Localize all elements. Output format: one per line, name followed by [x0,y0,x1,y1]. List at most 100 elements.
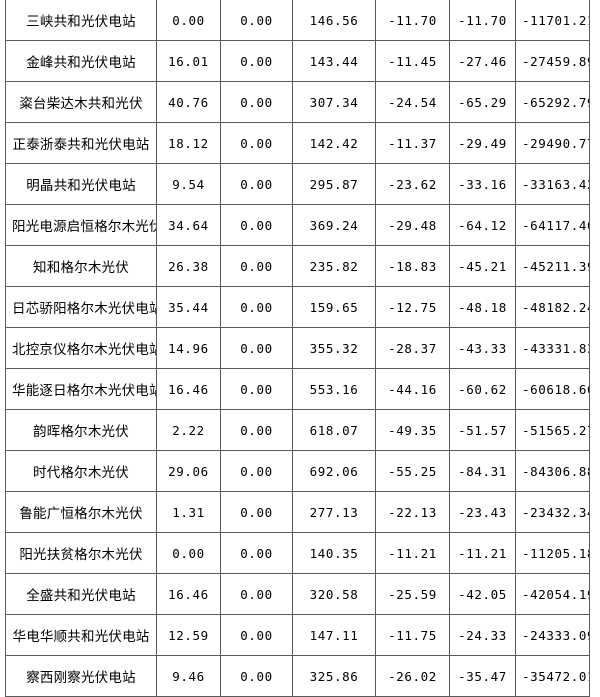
cell-value_3[interactable]: 159.65 [292,286,376,328]
cell-value_4[interactable]: -29.48 [375,204,450,246]
cell-value_6[interactable]: -11701.21 [515,0,590,41]
cell-value_6[interactable]: -23432.34 [515,491,590,533]
cell-value_2[interactable]: 0.00 [220,491,293,533]
cell-value_6[interactable]: -84306.88 [515,450,590,492]
cell-value_4[interactable]: -23.62 [375,163,450,205]
cell-station-name[interactable]: 察西刚察光伏电站 [5,655,157,697]
cell-value_3[interactable]: 295.87 [292,163,376,205]
cell-station-name[interactable]: 鲁能广恒格尔木光伏 [5,491,157,533]
cell-value_2[interactable]: 0.00 [220,368,293,410]
table-row[interactable]: 明晶共和光伏电站 9.54 0.00 295.87 -23.62 -33.16 -33163… [5,163,590,205]
cell-value_5[interactable]: -65.29 [449,81,516,123]
cell-value_4[interactable]: -55.25 [375,450,450,492]
table-row[interactable]: 粢台柴达木共和光伏 40.76 0.00 307.34 -24.54 -65.29 -652… [5,81,590,123]
cell-value_3[interactable]: 147.11 [292,614,376,656]
cell-value_5[interactable]: -64.12 [449,204,516,246]
table-row[interactable]: 阳光电源启恒格尔木光伏 34.64 0.00 369.24 -29.48 -64.12 -6… [5,204,590,246]
cell-value_1[interactable]: 34.64 [156,204,221,246]
cell-value_2[interactable]: 0.00 [220,245,293,287]
cell-value_3[interactable]: 146.56 [292,0,376,41]
cell-value_1[interactable]: 0.00 [156,532,221,574]
cell-value_1[interactable]: 16.01 [156,40,221,82]
cell-station-name[interactable]: 粢台柴达木共和光伏 [5,81,157,123]
cell-value_6[interactable]: -29490.77 [515,122,590,164]
cell-value_3[interactable]: 307.34 [292,81,376,123]
cell-station-name[interactable]: 阳光扶贫格尔木光伏 [5,532,157,574]
cell-value_6[interactable]: -65292.79 [515,81,590,123]
cell-value_5[interactable]: -43.33 [449,327,516,369]
cell-value_2[interactable]: 0.00 [220,204,293,246]
cell-value_5[interactable]: -35.47 [449,655,516,697]
cell-value_5[interactable]: -45.21 [449,245,516,287]
power-station-data-table[interactable]: 三峡共和光伏电站 0.00 0.00 146.56 -11.70 -11.70 -11701… [5,0,590,697]
cell-value_5[interactable]: -84.31 [449,450,516,492]
cell-value_3[interactable]: 553.16 [292,368,376,410]
cell-value_6[interactable]: -43331.83 [515,327,590,369]
table-row[interactable]: 察西刚察光伏电站 9.46 0.00 325.86 -26.02 -35.47 -35472… [5,655,590,697]
cell-value_5[interactable]: -29.49 [449,122,516,164]
table-row[interactable]: 北控京仪格尔木光伏电站 14.96 0.00 355.32 -28.37 -43.33 -4… [5,327,590,369]
cell-value_2[interactable]: 0.00 [220,122,293,164]
table-row[interactable]: 知和格尔木光伏 26.38 0.00 235.82 -18.83 -45.21 -45211… [5,245,590,287]
cell-value_2[interactable]: 0.00 [220,409,293,451]
cell-station-name[interactable]: 北控京仪格尔木光伏电站 [5,327,157,369]
cell-value_5[interactable]: -48.18 [449,286,516,328]
cell-station-name[interactable]: 正泰浙泰共和光伏电站 [5,122,157,164]
cell-station-name[interactable]: 明晶共和光伏电站 [5,163,157,205]
cell-value_1[interactable]: 29.06 [156,450,221,492]
table-row[interactable]: 华电华顺共和光伏电站 12.59 0.00 147.11 -11.75 -24.33 -24… [5,614,590,656]
cell-value_6[interactable]: -33163.42 [515,163,590,205]
table-row[interactable]: 韵晖格尔木光伏 2.22 0.00 618.07 -49.35 -51.57 -51565.… [5,409,590,451]
cell-value_1[interactable]: 16.46 [156,368,221,410]
cell-value_6[interactable]: -48182.24 [515,286,590,328]
cell-value_3[interactable]: 142.42 [292,122,376,164]
cell-value_1[interactable]: 16.46 [156,573,221,615]
cell-value_1[interactable]: 1.31 [156,491,221,533]
cell-value_6[interactable]: -51565.27 [515,409,590,451]
cell-value_6[interactable]: -42054.19 [515,573,590,615]
cell-value_5[interactable]: -23.43 [449,491,516,533]
table-row[interactable]: 时代格尔木光伏 29.06 0.00 692.06 -55.25 -84.31 -84306… [5,450,590,492]
cell-value_5[interactable]: -11.70 [449,0,516,41]
cell-value_1[interactable]: 9.46 [156,655,221,697]
cell-value_4[interactable]: -24.54 [375,81,450,123]
cell-value_4[interactable]: -26.02 [375,655,450,697]
cell-value_1[interactable]: 40.76 [156,81,221,123]
cell-station-name[interactable]: 知和格尔木光伏 [5,245,157,287]
cell-value_3[interactable]: 140.35 [292,532,376,574]
cell-station-name[interactable]: 时代格尔木光伏 [5,450,157,492]
cell-value_4[interactable]: -11.37 [375,122,450,164]
table-row[interactable]: 全盛共和光伏电站 16.46 0.00 320.58 -25.59 -42.05 -4205… [5,573,590,615]
cell-station-name[interactable]: 华电华顺共和光伏电站 [5,614,157,656]
cell-value_1[interactable]: 9.54 [156,163,221,205]
cell-value_4[interactable]: -28.37 [375,327,450,369]
cell-value_2[interactable]: 0.00 [220,573,293,615]
cell-value_5[interactable]: -60.62 [449,368,516,410]
cell-station-name[interactable]: 三峡共和光伏电站 [5,0,157,41]
cell-value_3[interactable]: 618.07 [292,409,376,451]
cell-value_2[interactable]: 0.00 [220,81,293,123]
cell-value_4[interactable]: -11.21 [375,532,450,574]
table-row[interactable]: 华能逐日格尔木光伏电站 16.46 0.00 553.16 -44.16 -60.62 -6… [5,368,590,410]
cell-value_2[interactable]: 0.00 [220,40,293,82]
cell-value_6[interactable]: -27459.89 [515,40,590,82]
table-row[interactable]: 阳光扶贫格尔木光伏 0.00 0.00 140.35 -11.21 -11.21 -1120… [5,532,590,574]
cell-station-name[interactable]: 韵晖格尔木光伏 [5,409,157,451]
cell-value_1[interactable]: 14.96 [156,327,221,369]
cell-value_6[interactable]: -45211.39 [515,245,590,287]
cell-value_1[interactable]: 26.38 [156,245,221,287]
cell-value_2[interactable]: 0.00 [220,532,293,574]
cell-value_4[interactable]: -11.70 [375,0,450,41]
cell-station-name[interactable]: 全盛共和光伏电站 [5,573,157,615]
cell-value_3[interactable]: 692.06 [292,450,376,492]
cell-station-name[interactable]: 日芯骄阳格尔木光伏电站 [5,286,157,328]
cell-value_1[interactable]: 35.44 [156,286,221,328]
cell-value_3[interactable]: 355.32 [292,327,376,369]
cell-value_6[interactable]: -64117.40 [515,204,590,246]
cell-value_3[interactable]: 235.82 [292,245,376,287]
table-row[interactable]: 正泰浙泰共和光伏电站 18.12 0.00 142.42 -11.37 -29.49 -29… [5,122,590,164]
table-row[interactable]: 日芯骄阳格尔木光伏电站 35.44 0.00 159.65 -12.75 -48.18 -4… [5,286,590,328]
cell-value_2[interactable]: 0.00 [220,655,293,697]
cell-value_3[interactable]: 325.86 [292,655,376,697]
table-row[interactable]: 三峡共和光伏电站 0.00 0.00 146.56 -11.70 -11.70 -11701… [5,0,590,41]
